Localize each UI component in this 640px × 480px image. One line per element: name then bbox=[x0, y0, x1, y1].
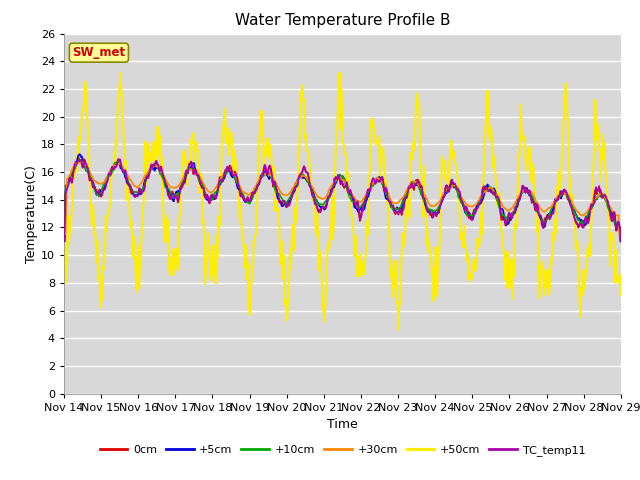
Text: SW_met: SW_met bbox=[72, 46, 125, 59]
X-axis label: Time: Time bbox=[327, 418, 358, 431]
Y-axis label: Temperature(C): Temperature(C) bbox=[25, 165, 38, 263]
Title: Water Temperature Profile B: Water Temperature Profile B bbox=[235, 13, 450, 28]
Legend: 0cm, +5cm, +10cm, +30cm, +50cm, TC_temp11: 0cm, +5cm, +10cm, +30cm, +50cm, TC_temp1… bbox=[95, 440, 589, 460]
